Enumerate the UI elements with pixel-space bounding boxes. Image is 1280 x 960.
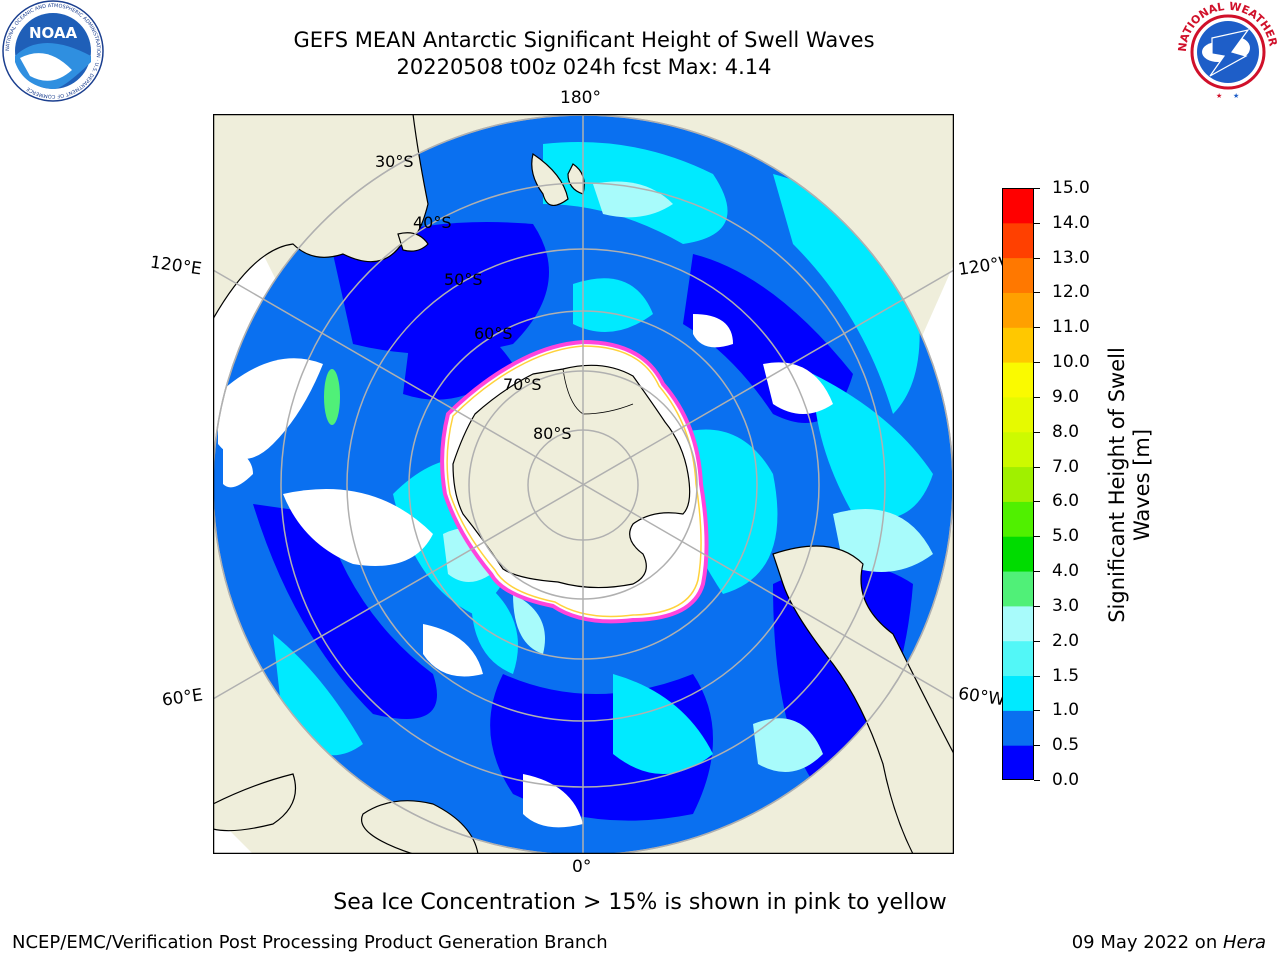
- colorbar-tick-label: 1.5: [1052, 665, 1080, 686]
- colorbar-segment: [1002, 257, 1034, 293]
- colorbar-tick-mark: [1034, 362, 1040, 364]
- colorbar-tick-label: 8.0: [1052, 421, 1080, 442]
- colorbar-tick-mark: [1034, 780, 1040, 781]
- colorbar-tick-label: 0.5: [1052, 735, 1080, 756]
- colorbar-segment: [1002, 536, 1034, 572]
- lon-label-60e: 60°E: [160, 685, 205, 711]
- colorbar-tick-mark: [1034, 222, 1040, 224]
- madagascar: [213, 773, 297, 832]
- south-america: [772, 545, 954, 854]
- noaa-logo: NOAA NATIONAL OCEANIC AND ATMOSPHERIC AD…: [2, 0, 104, 102]
- colorbar-tick-mark: [1034, 188, 1040, 189]
- colorbar-tick-mark: [1034, 605, 1040, 607]
- colorbar-tick-mark: [1034, 466, 1040, 468]
- colorbar-tick-mark: [1034, 257, 1040, 259]
- lon-label-0: 0°: [572, 857, 592, 877]
- colorbar-tick-label: 15.0: [1052, 178, 1090, 198]
- colorbar-tick-mark: [1034, 675, 1040, 677]
- colorbar-tick-mark: [1034, 745, 1040, 747]
- colorbar-tick-label: 14.0: [1052, 212, 1090, 233]
- colorbar-tick-label: 13.0: [1052, 247, 1090, 268]
- colorbar-segment: [1002, 396, 1034, 433]
- colorbar-label: Significant Height of Swell Waves [m]: [1105, 347, 1154, 623]
- colorbar-tick-label: 12.0: [1052, 282, 1090, 303]
- lon-label-120e: 120°E: [148, 252, 203, 280]
- colorbar-tick-mark: [1034, 431, 1040, 433]
- colorbar-segment: [1002, 362, 1034, 398]
- colorbar-tick-label: 3.0: [1052, 595, 1080, 616]
- colorbar-tick-mark: [1034, 536, 1040, 538]
- svg-text:★: ★: [1233, 92, 1239, 100]
- map-subtitle: 20220508 t00z 024h fcst Max: 4.14: [396, 55, 772, 79]
- colorbar-tick-label: 10.0: [1052, 352, 1090, 373]
- colorbar-tick-mark: [1034, 327, 1040, 329]
- nws-logo: NATIONAL WEATHER SERVICE ★ ★: [1176, 0, 1280, 102]
- colorbar-segment: [1002, 292, 1034, 328]
- colorbar-tick-label: 9.0: [1052, 386, 1080, 407]
- colorbar-tick-label: 7.0: [1052, 456, 1080, 477]
- lat-label-80s: 80°S: [533, 424, 572, 443]
- lat-label-60s: 60°S: [474, 324, 513, 343]
- credit-line: NCEP/EMC/Verification Post Processing Pr…: [12, 932, 608, 953]
- lat-label-40s: 40°S: [413, 213, 452, 232]
- colorbar-segment: [1002, 745, 1034, 780]
- swell-maximum: [324, 369, 340, 425]
- colorbar-tick-mark: [1034, 710, 1040, 712]
- colorbar-tick-label: 1.0: [1052, 700, 1080, 721]
- colorbar-segment: [1002, 675, 1034, 711]
- host-name: Hera: [1222, 932, 1266, 953]
- colorbar-tick-label: 5.0: [1052, 526, 1080, 547]
- lat-label-50s: 50°S: [444, 270, 483, 289]
- colorbar-segment: [1002, 605, 1034, 642]
- run-date-text: 09 May 2022 on: [1071, 932, 1223, 953]
- australia: [213, 114, 429, 321]
- colorbar-segment: [1002, 710, 1034, 746]
- colorbar-tick-label: 0.0: [1052, 770, 1080, 790]
- colorbar-tick-mark: [1034, 571, 1040, 573]
- sea-ice-note: Sea Ice Concentration > 15% is shown in …: [333, 890, 947, 915]
- colorbar-tick-label: 11.0: [1052, 317, 1090, 338]
- colorbar-tick-mark: [1034, 396, 1040, 398]
- colorbar-segment: [1002, 222, 1034, 259]
- map-title: GEFS MEAN Antarctic Significant Height o…: [293, 28, 875, 52]
- noaa-logo-text: NOAA: [29, 24, 78, 42]
- antarctica: [452, 364, 691, 589]
- colorbar-tick-label: 2.0: [1052, 630, 1080, 651]
- colorbar-segment: [1002, 327, 1034, 363]
- colorbar-tick-label: 4.0: [1052, 561, 1080, 582]
- lat-label-30s: 30°S: [375, 152, 414, 171]
- colorbar-tick-mark: [1034, 640, 1040, 642]
- colorbar: [1002, 188, 1034, 780]
- colorbar-segment: [1002, 640, 1034, 677]
- lat-label-70s: 70°S: [503, 375, 542, 394]
- svg-text:★: ★: [1216, 92, 1222, 100]
- colorbar-segment: [1002, 431, 1034, 468]
- colorbar-segment: [1002, 188, 1034, 224]
- lon-label-180: 180°: [560, 88, 601, 108]
- colorbar-tick-mark: [1034, 292, 1040, 294]
- colorbar-segment: [1002, 501, 1034, 537]
- new-zealand-south: [531, 153, 569, 206]
- colorbar-tick-label: 6.0: [1052, 491, 1080, 512]
- colorbar-tick-mark: [1034, 501, 1040, 503]
- run-date: 09 May 2022 on Hera: [1072, 932, 1266, 953]
- africa: [361, 800, 479, 854]
- tasmania: [397, 232, 429, 252]
- polar-map: [213, 114, 954, 854]
- colorbar-border: [1002, 188, 1034, 780]
- colorbar-segment: [1002, 466, 1034, 502]
- colorbar-segment: [1002, 571, 1034, 607]
